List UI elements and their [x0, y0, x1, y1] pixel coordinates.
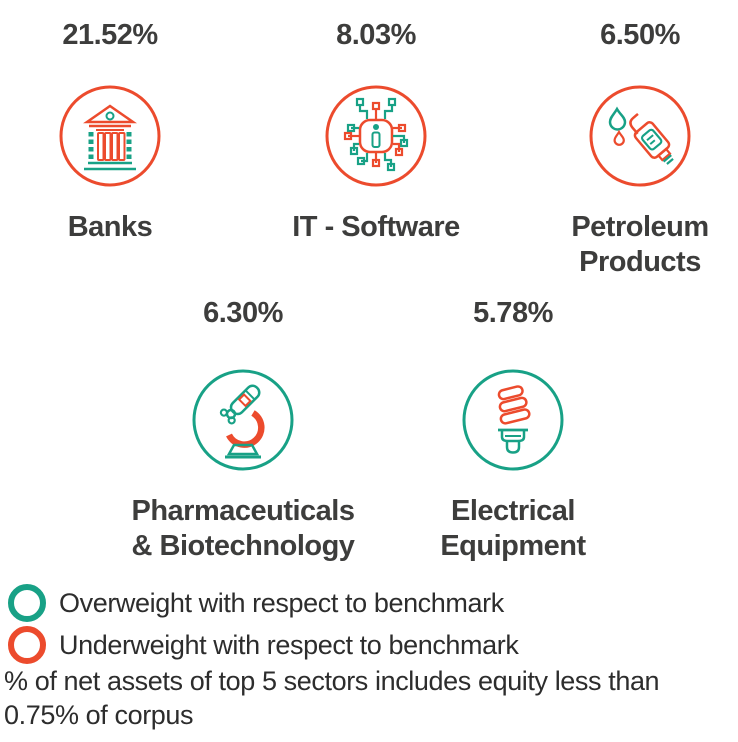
sector-petroleum-products: 6.50% Petroleum Products	[530, 20, 738, 280]
sector-electrical-equipment: 5.78% Electrical Equipment	[383, 298, 643, 564]
overweight-ring-icon	[8, 584, 46, 622]
bank-icon	[58, 84, 162, 188]
sector-label: Banks	[67, 211, 153, 243]
fuel-pump-icon	[588, 84, 692, 188]
footnote: % of net assets of top 5 sectors include…	[4, 666, 660, 730]
sector-weight: 5.78%	[473, 297, 553, 329]
sector-label: Electrical Equipment	[440, 495, 586, 562]
legend-overweight: Overweight with respect to benchmark	[8, 583, 504, 623]
legend-label: Underweight with respect to benchmark	[59, 629, 519, 660]
sector-it-software: 8.03%	[266, 20, 486, 245]
sector-pharmaceuticals-biotechnology: 6.30% Pharmaceuticals & Biotechnology	[93, 298, 393, 564]
sector-weight: 21.52%	[62, 19, 158, 51]
sector-weight: 8.03%	[336, 19, 416, 51]
sector-label: IT - Software	[292, 211, 460, 243]
sector-weight: 6.30%	[203, 297, 283, 329]
microscope-icon	[191, 368, 295, 472]
sector-label: Petroleum Products	[571, 211, 709, 278]
sector-weight: 6.50%	[600, 19, 680, 51]
cfl-bulb-icon	[461, 368, 565, 472]
legend-label: Overweight with respect to benchmark	[59, 587, 504, 618]
legend-underweight: Underweight with respect to benchmark	[8, 625, 519, 665]
sector-banks: 21.52%	[0, 20, 220, 245]
sector-label: Pharmaceuticals & Biotechnology	[131, 495, 355, 562]
underweight-ring-icon	[8, 626, 46, 664]
chip-icon	[324, 84, 428, 188]
